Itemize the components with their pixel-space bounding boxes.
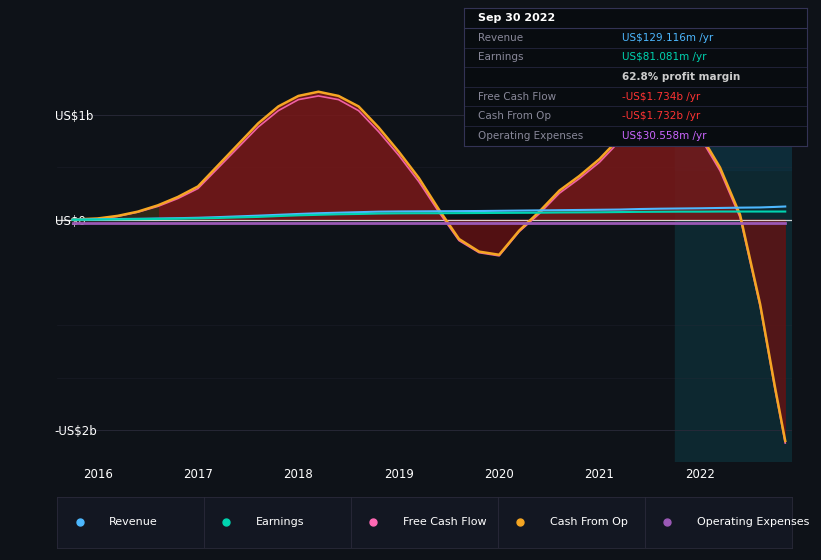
Text: US$81.081m /yr: US$81.081m /yr [621,53,706,62]
Text: Operating Expenses: Operating Expenses [697,517,810,528]
Bar [675,73,792,462]
Text: US$30.558m /yr: US$30.558m /yr [621,131,706,141]
Text: Revenue: Revenue [109,517,158,528]
Bar [675,73,792,170]
Text: Sep 30 2022: Sep 30 2022 [478,13,555,23]
Text: -US$1.732b /yr: -US$1.732b /yr [621,111,700,121]
Text: Earnings: Earnings [256,517,305,528]
Text: US$129.116m /yr: US$129.116m /yr [621,33,713,43]
Text: Free Cash Flow: Free Cash Flow [403,517,487,528]
Text: Revenue: Revenue [478,33,523,43]
Text: Earnings: Earnings [478,53,523,62]
Text: 62.8% profit margin: 62.8% profit margin [621,72,740,82]
Text: Cash From Op: Cash From Op [478,111,551,121]
Text: -US$1.734b /yr: -US$1.734b /yr [621,92,700,101]
Text: Free Cash Flow: Free Cash Flow [478,92,556,101]
Text: Operating Expenses: Operating Expenses [478,131,583,141]
Text: Cash From Op: Cash From Op [550,517,628,528]
